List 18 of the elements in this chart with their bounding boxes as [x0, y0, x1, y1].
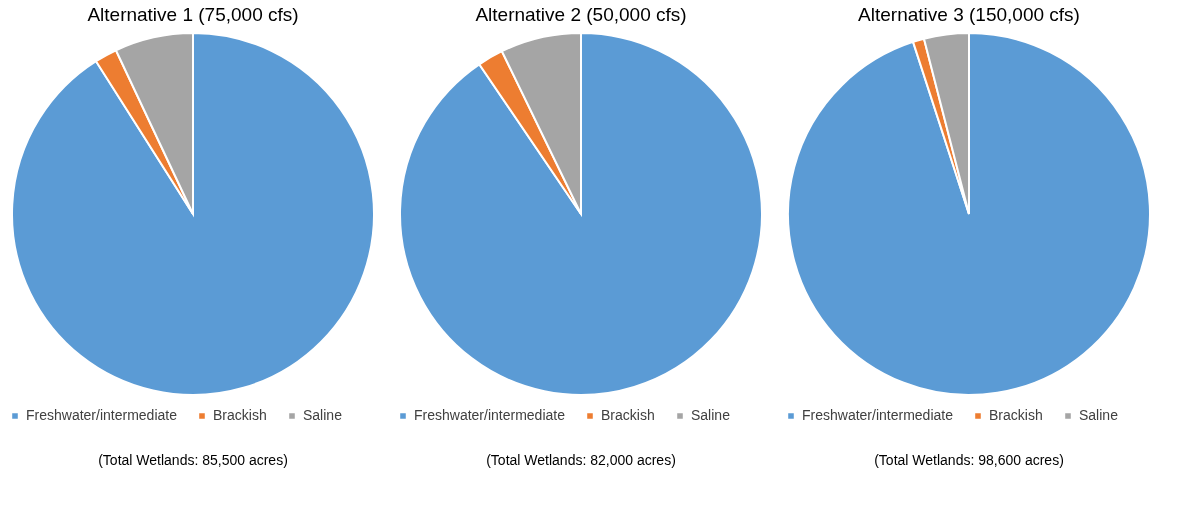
legend-label: Freshwater/intermediate [26, 407, 178, 423]
pie-slice [399, 32, 763, 396]
text: (Total Wetlands: 85,500 acres) [98, 452, 288, 468]
text: (Total Wetlands: 82,000 acres) [486, 452, 676, 468]
slice-label: Freshwater/intermediate [802, 407, 954, 423]
legend-label: Brackish [213, 407, 267, 423]
pie-slice [11, 32, 375, 396]
legend-label: Saline [303, 407, 343, 423]
chart-title: Alternative 1 (75,000 cfs) [87, 4, 299, 25]
pie-slice [787, 32, 1151, 396]
chart-title: Alternative 3 (150,000 cfs) [858, 4, 1080, 25]
slice-label: Freshwater/intermediate [414, 407, 566, 423]
legend-label: Brackish [601, 407, 655, 423]
legend-label: Saline [691, 407, 731, 423]
text: (Total Wetlands: 98,600 acres) [874, 452, 1064, 468]
legend-label: Brackish [989, 407, 1043, 423]
chart-title: Alternative 2 (50,000 cfs) [475, 4, 687, 25]
legend-label: Saline [1079, 407, 1119, 423]
